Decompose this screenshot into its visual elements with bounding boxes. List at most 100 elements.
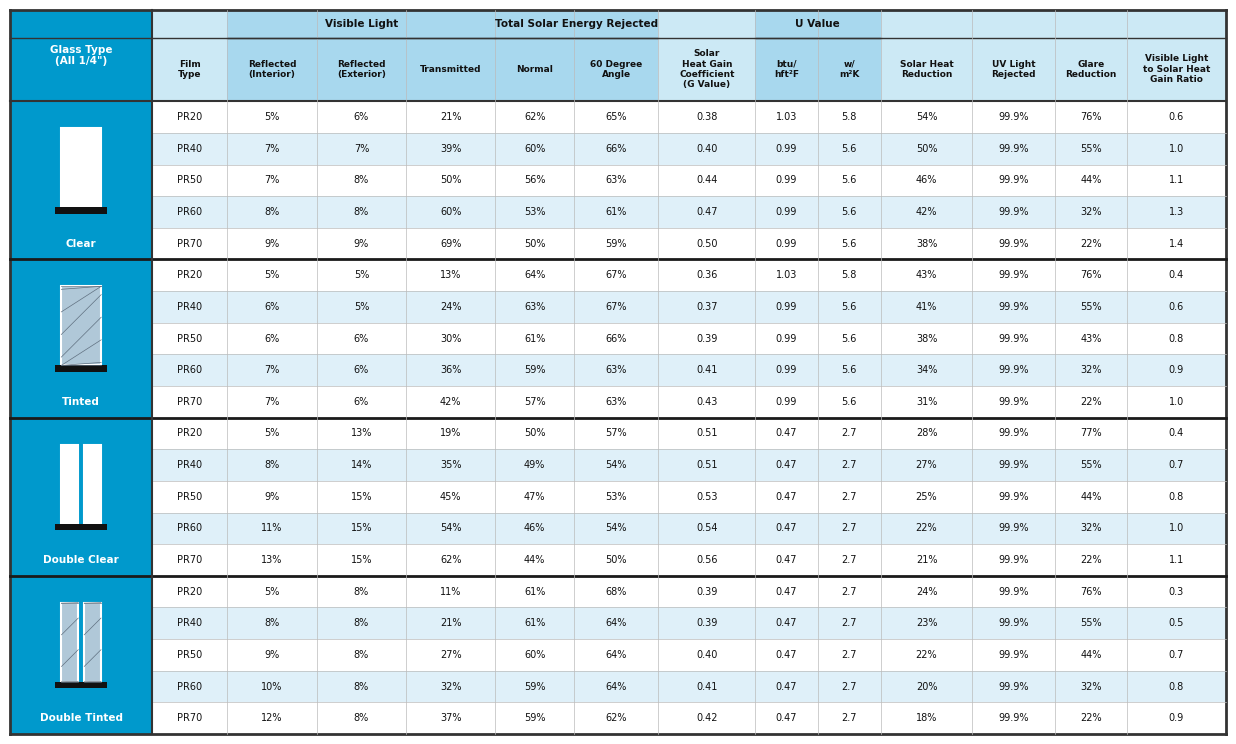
Text: 0.41: 0.41 (696, 682, 717, 691)
Bar (152, 260, 1226, 291)
Text: 32%: 32% (1080, 207, 1101, 217)
Text: 32%: 32% (1080, 523, 1101, 533)
Text: 63%: 63% (606, 397, 627, 407)
Text: 8%: 8% (353, 176, 370, 185)
Text: PR70: PR70 (177, 239, 203, 248)
Text: 8%: 8% (353, 207, 370, 217)
Bar (152, 291, 1226, 323)
Bar (56, 682, 108, 688)
Text: 2.7: 2.7 (842, 682, 857, 691)
Text: 62%: 62% (524, 112, 545, 122)
Text: PR40: PR40 (177, 302, 203, 312)
Text: 44%: 44% (1080, 176, 1101, 185)
Text: 0.54: 0.54 (696, 523, 718, 533)
Text: 99.9%: 99.9% (999, 586, 1028, 597)
Text: 45%: 45% (440, 492, 461, 501)
Text: 5.8: 5.8 (842, 112, 857, 122)
Text: 0.7: 0.7 (1169, 650, 1184, 660)
Text: 44%: 44% (1080, 650, 1101, 660)
Text: 5.6: 5.6 (842, 397, 857, 407)
Bar (152, 37, 1226, 101)
Text: 38%: 38% (916, 239, 937, 248)
Text: 0.6: 0.6 (1169, 112, 1184, 122)
Text: 99.9%: 99.9% (999, 176, 1028, 185)
Text: PR50: PR50 (177, 333, 203, 344)
Text: 19%: 19% (440, 429, 461, 438)
Text: 5.6: 5.6 (842, 239, 857, 248)
Text: Clear: Clear (66, 239, 96, 248)
Text: 21%: 21% (440, 112, 461, 122)
Text: 22%: 22% (916, 650, 937, 660)
Text: 0.4: 0.4 (1169, 270, 1184, 280)
Text: 99.9%: 99.9% (999, 682, 1028, 691)
Text: 27%: 27% (440, 650, 461, 660)
Text: 2.7: 2.7 (842, 650, 857, 660)
Text: Solar
Heat Gain
Coefficient
(G Value): Solar Heat Gain Coefficient (G Value) (679, 49, 734, 89)
Bar (152, 513, 1226, 544)
Text: 1.4: 1.4 (1169, 239, 1184, 248)
Text: 46%: 46% (916, 176, 937, 185)
Text: 99.9%: 99.9% (999, 333, 1028, 344)
Text: w/
m²K: w/ m²K (839, 60, 859, 79)
Text: 46%: 46% (524, 523, 545, 533)
Text: Transmitted: Transmitted (420, 65, 482, 74)
Text: 5.6: 5.6 (842, 333, 857, 344)
Text: 63%: 63% (524, 302, 545, 312)
Text: 7%: 7% (265, 365, 279, 375)
Text: 0.40: 0.40 (696, 144, 717, 154)
Text: 61%: 61% (606, 207, 627, 217)
Text: 1.0: 1.0 (1169, 523, 1184, 533)
Text: 42%: 42% (916, 207, 937, 217)
Text: 6%: 6% (353, 112, 370, 122)
Text: 7%: 7% (265, 144, 279, 154)
Text: 20%: 20% (916, 682, 937, 691)
Text: Reflected
(Interior): Reflected (Interior) (247, 60, 297, 79)
Text: 0.36: 0.36 (696, 270, 717, 280)
Text: 0.53: 0.53 (696, 492, 718, 501)
Text: 5.6: 5.6 (842, 365, 857, 375)
Text: PR70: PR70 (177, 397, 203, 407)
Text: Visible Light
to Solar Heat
Gain Ratio: Visible Light to Solar Heat Gain Ratio (1143, 54, 1210, 84)
Bar (755, 10, 880, 37)
Text: 0.8: 0.8 (1169, 333, 1184, 344)
Text: 41%: 41% (916, 302, 937, 312)
Text: 99.9%: 99.9% (999, 460, 1028, 470)
Text: btu/
hft²F: btu/ hft²F (774, 60, 798, 79)
Text: 76%: 76% (1080, 586, 1101, 597)
Text: 9%: 9% (353, 239, 370, 248)
Text: 5%: 5% (265, 112, 279, 122)
Text: 0.38: 0.38 (696, 112, 717, 122)
Text: 7%: 7% (353, 144, 370, 154)
Text: 2.7: 2.7 (842, 713, 857, 723)
Text: 2.7: 2.7 (842, 492, 857, 501)
Text: 61%: 61% (524, 586, 545, 597)
Text: 60%: 60% (524, 650, 545, 660)
Bar (62, 128, 101, 208)
Text: U Value: U Value (796, 19, 840, 29)
Text: 99.9%: 99.9% (999, 429, 1028, 438)
Text: 55%: 55% (1080, 460, 1101, 470)
Text: PR20: PR20 (177, 270, 203, 280)
Text: 60 Degree
Angle: 60 Degree Angle (590, 60, 643, 79)
Text: 76%: 76% (1080, 112, 1101, 122)
Text: 0.50: 0.50 (696, 239, 718, 248)
Text: 99.9%: 99.9% (999, 302, 1028, 312)
Text: 0.41: 0.41 (696, 365, 717, 375)
Text: PR20: PR20 (177, 429, 203, 438)
Text: 7%: 7% (265, 397, 279, 407)
Text: 57%: 57% (524, 397, 545, 407)
Text: 64%: 64% (606, 682, 627, 691)
Text: 55%: 55% (1080, 618, 1101, 628)
Text: 0.7: 0.7 (1169, 460, 1184, 470)
Bar (755, 37, 880, 101)
Text: 99.9%: 99.9% (999, 270, 1028, 280)
Text: Visible Light: Visible Light (325, 19, 398, 29)
Text: PR70: PR70 (177, 713, 203, 723)
Text: 2.7: 2.7 (842, 586, 857, 597)
Bar (56, 365, 108, 372)
Text: Glass Type
(All 1/4"): Glass Type (All 1/4") (49, 45, 112, 66)
Text: 50%: 50% (524, 429, 545, 438)
Text: 42%: 42% (440, 397, 461, 407)
Text: 64%: 64% (524, 270, 545, 280)
Text: 5.6: 5.6 (842, 207, 857, 217)
